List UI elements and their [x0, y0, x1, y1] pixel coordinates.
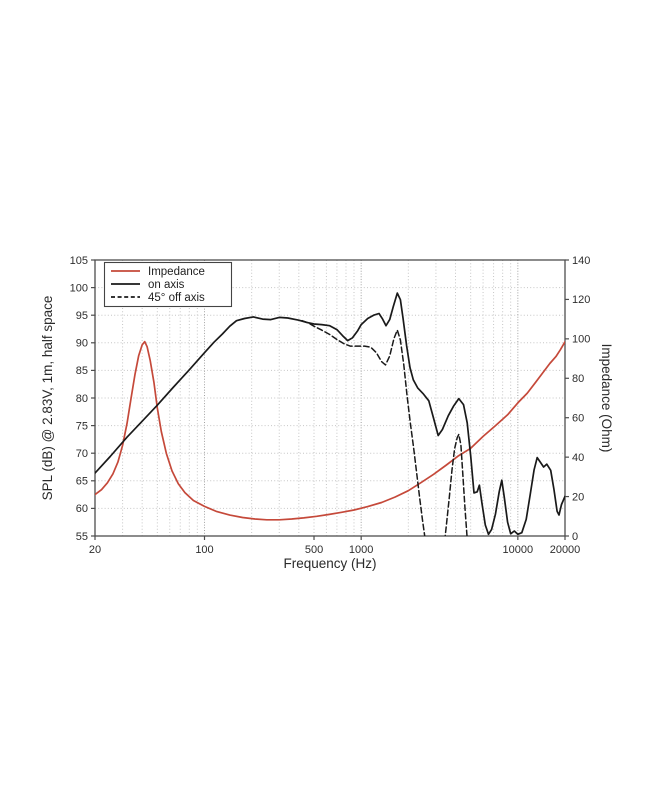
y-right-tick-label: 60: [572, 413, 584, 425]
y-left-tick-label: 70: [76, 448, 88, 460]
x-tick-label: 1000: [349, 544, 373, 556]
y-left-tick-label: 85: [76, 365, 88, 377]
y-left-tick-label: 105: [70, 255, 88, 267]
x-tick-label: 500: [305, 544, 323, 556]
tick-layer: 20 100 500 1000 10000 20000556065707580859095…: [70, 255, 591, 556]
y-left-tick-label: 80: [76, 393, 88, 405]
x-axis-label: Frequency (Hz): [283, 556, 376, 571]
y-right-tick-label: 80: [572, 373, 584, 385]
legend-on-axis-label: on axis: [148, 279, 185, 291]
y-left-tick-label: 100: [70, 282, 88, 294]
y-left-tick-label: 95: [76, 310, 88, 322]
off-axis-curve: [301, 319, 468, 536]
y-right-tick-label: 120: [572, 294, 590, 306]
y-right-tick-label: 140: [572, 255, 590, 267]
y-left-tick-label: 55: [76, 531, 88, 543]
y-left-tick-label: 75: [76, 420, 88, 432]
x-tick-label: 20: [89, 544, 101, 556]
y-left-tick-label: 65: [76, 476, 88, 488]
x-tick-label: 20000: [550, 544, 581, 556]
grid-layer: [95, 260, 565, 536]
curve-layer: [95, 292, 565, 536]
on-axis-curve: [95, 292, 565, 536]
x-tick-label: 100: [195, 544, 213, 556]
y-right-tick-label: 40: [572, 452, 584, 464]
legend-off-axis-label: 45° off axis: [148, 292, 205, 304]
y-right-axis-label: Impedance (Ohm): [599, 344, 614, 453]
legend: Impedance on axis 45° off axis: [103, 261, 233, 308]
legend-impedance-label: Impedance: [148, 266, 205, 278]
y-right-tick-label: 20: [572, 491, 584, 503]
y-right-tick-label: 100: [572, 334, 590, 346]
y-left-axis-label: SPL (dB) @ 2.83V, 1m, half space: [40, 296, 55, 501]
impedance-curve: [95, 340, 565, 521]
y-right-tick-label: 0: [572, 531, 578, 543]
y-left-tick-label: 60: [76, 503, 88, 515]
y-left-tick-label: 90: [76, 338, 88, 350]
x-tick-label: 10000: [503, 544, 534, 556]
